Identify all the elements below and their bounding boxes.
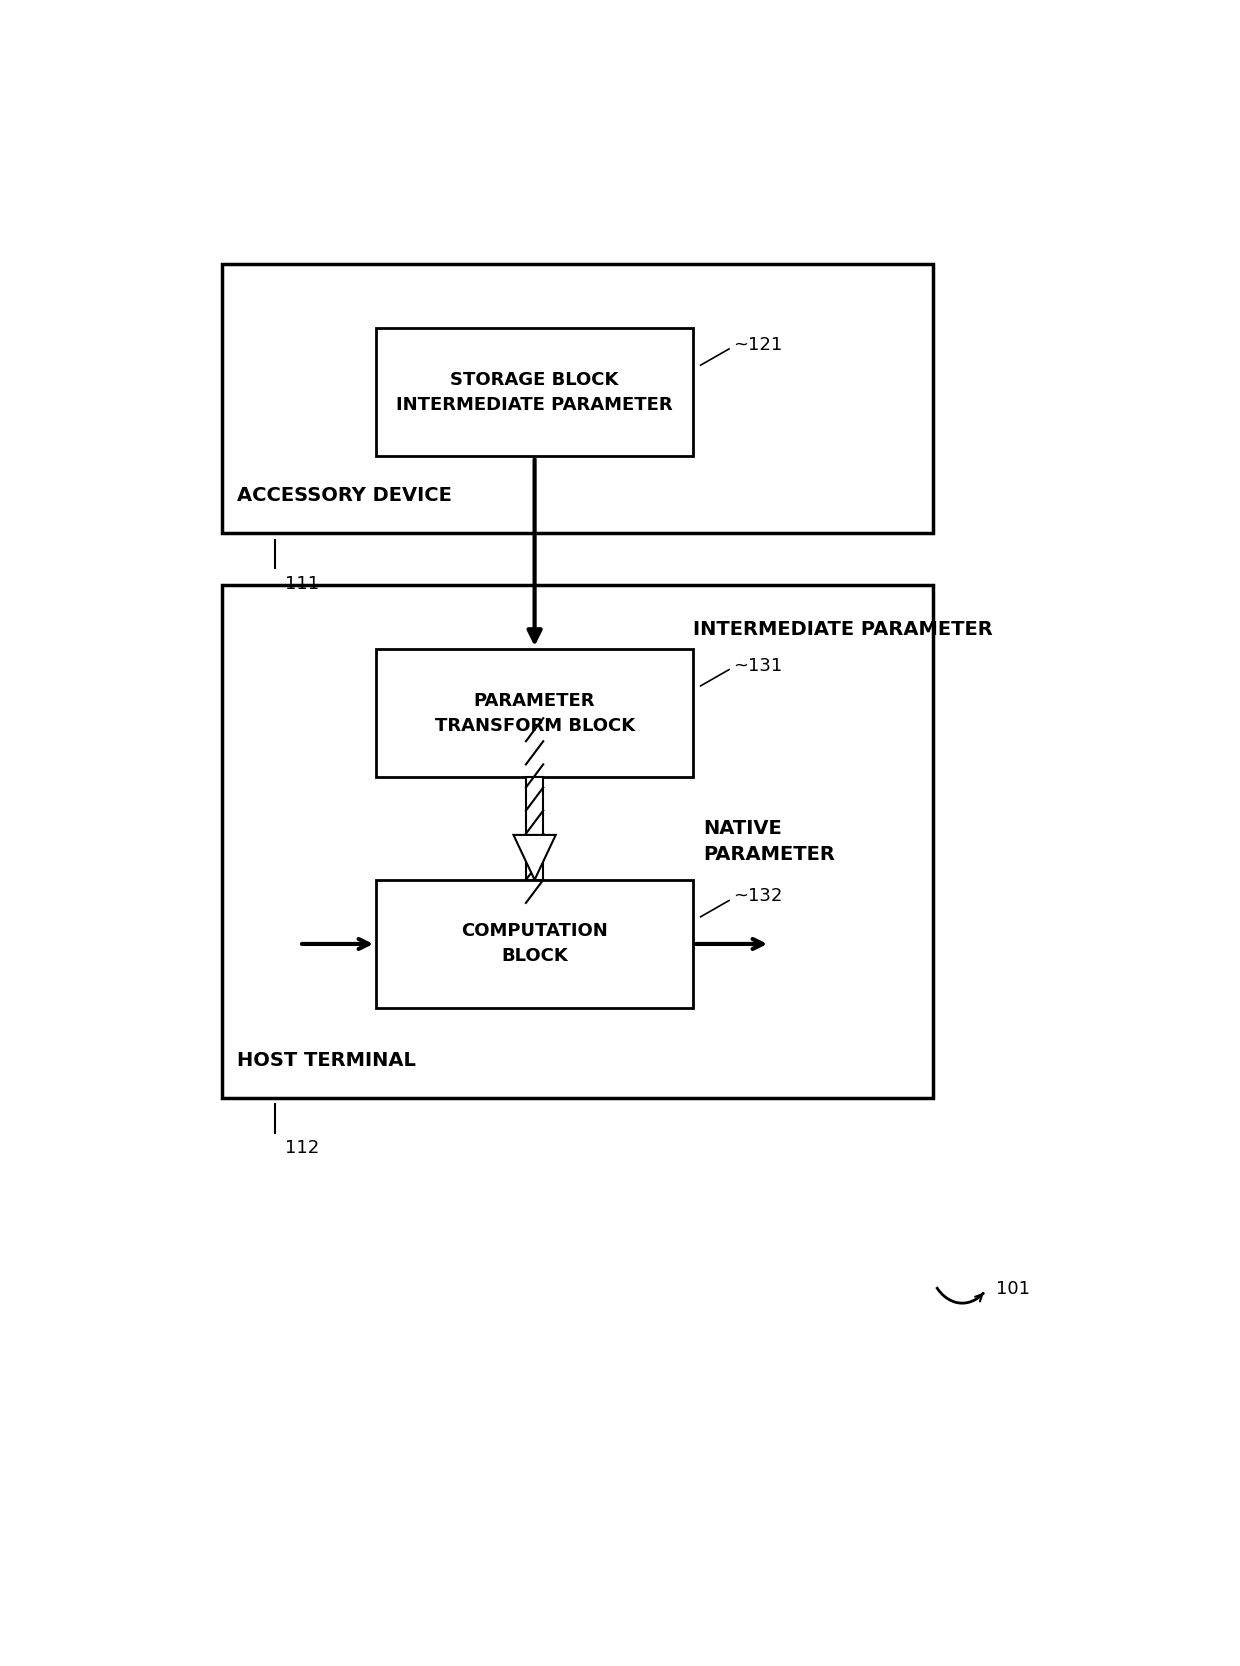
Bar (376, 650, 693, 776)
Bar (222, 263, 934, 533)
Text: NATIVE
PARAMETER: NATIVE PARAMETER (703, 818, 835, 865)
Text: ACCESSORY DEVICE: ACCESSORY DEVICE (237, 486, 451, 505)
Text: 111: 111 (285, 575, 319, 593)
Bar (222, 585, 934, 1098)
Text: INTERMEDIATE PARAMETER: INTERMEDIATE PARAMETER (693, 620, 993, 640)
Polygon shape (513, 835, 556, 880)
Text: 101: 101 (996, 1279, 1030, 1298)
Bar (376, 880, 693, 1008)
Text: COMPUTATION
BLOCK: COMPUTATION BLOCK (461, 923, 608, 966)
Text: 112: 112 (285, 1140, 319, 1156)
Bar (526, 776, 543, 880)
Text: STORAGE BLOCK
INTERMEDIATE PARAMETER: STORAGE BLOCK INTERMEDIATE PARAMETER (397, 372, 673, 413)
Text: HOST TERMINAL: HOST TERMINAL (237, 1051, 415, 1070)
Text: ~132: ~132 (734, 888, 782, 906)
Text: ~121: ~121 (734, 337, 782, 353)
Text: PARAMETER
TRANSFORM BLOCK: PARAMETER TRANSFORM BLOCK (434, 691, 635, 735)
Text: ~131: ~131 (734, 656, 782, 675)
Bar (376, 328, 693, 456)
